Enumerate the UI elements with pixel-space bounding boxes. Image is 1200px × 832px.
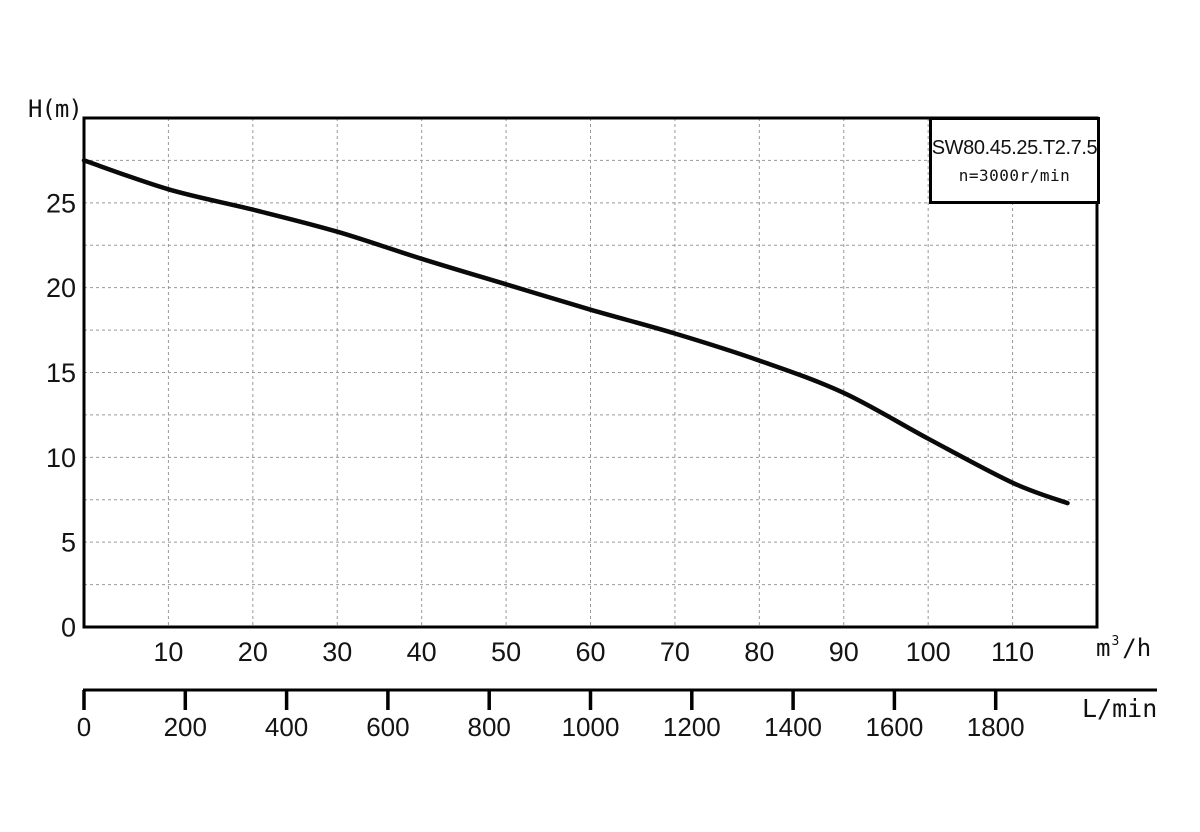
lmin-tick-label: 1400 [764,712,822,742]
lmin-tick-label: 0 [77,712,91,742]
x-tick-label: 80 [744,637,774,667]
lmin-tick-label: 200 [164,712,207,742]
x-tick-label: 70 [660,637,690,667]
y-tick-label: 5 [61,528,76,558]
y-axis-unit-label: H(m) [28,95,83,123]
y-tick-label: 25 [46,188,76,218]
x-tick-label: 40 [407,637,437,667]
x-tick-label: 60 [575,637,605,667]
unit-base: m [1096,634,1111,662]
x-tick-label: 50 [491,637,521,667]
plot-border [82,116,1099,629]
unit-rest: /h [1122,634,1152,662]
lmin-tick-label: 1800 [967,712,1025,742]
x-tick-label: 30 [322,637,352,667]
lmin-tick-label: 600 [366,712,409,742]
x-tick-label: 90 [829,637,859,667]
x-tick-label: 10 [153,637,183,667]
x-axis-primary-unit-label: m3/h [1096,634,1151,662]
legend-model-text: SW80.45.25.T2.7.5 [931,136,1098,159]
y-tick-label: 0 [61,612,76,642]
pump-curve-line [81,158,1070,506]
x-tick-label: 20 [238,637,268,667]
y-tick-label: 15 [46,358,76,388]
legend-box: SW80.45.25.T2.7.5 n=3000r/min [929,117,1100,204]
unit-superscript: 3 [1111,634,1120,649]
y-tick-label: 10 [46,443,76,473]
y-tick-label: 20 [46,273,76,303]
lmin-tick-label: 400 [265,712,308,742]
x-tick-label: 100 [906,637,951,667]
legend-speed-text: n=3000r/min [958,165,1071,185]
lmin-tick-label: 1000 [562,712,620,742]
lmin-tick-label: 1200 [663,712,721,742]
x-tick-label: 110 [991,637,1034,667]
lmin-tick-label: 1600 [865,712,923,742]
x-axis-secondary-unit-label: L/min [1082,694,1158,723]
lmin-tick-label: 800 [468,712,511,742]
